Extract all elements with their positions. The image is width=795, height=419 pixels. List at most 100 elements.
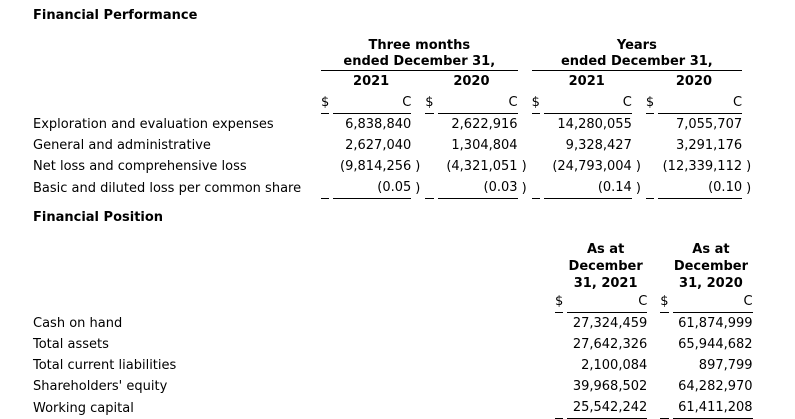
spacer-cell — [757, 397, 762, 419]
paren-cell: ) — [521, 159, 527, 174]
paren-cell: ) — [415, 181, 421, 196]
value-cell: 7,055,707 — [675, 117, 743, 132]
spacer-cell — [651, 397, 656, 419]
spacer-cell — [746, 71, 752, 93]
table-row: Cash on hand 27,324,459 61,874,999 — [33, 313, 762, 334]
spacer-cell — [321, 114, 329, 135]
spacer-cell — [425, 156, 433, 177]
table-row: Total current liabilities 2,100,084 897,… — [33, 355, 762, 376]
paren-cell: ) — [746, 159, 752, 174]
value-cell: 1,304,804 — [451, 138, 518, 153]
spacer-cell — [660, 313, 668, 334]
year-header: 2021 — [353, 74, 390, 89]
paren-cell: ) — [635, 181, 641, 196]
value-cell: (24,793,004 — [552, 159, 632, 174]
column-header-as-at-2021: As at December 31, 2021 — [568, 242, 643, 291]
row-label: Exploration and evaluation expenses — [33, 117, 274, 132]
paren-cell: ) — [415, 159, 421, 174]
spacer-cell — [651, 334, 656, 355]
value-cell: 61,874,999 — [678, 316, 753, 331]
paren-cell — [415, 135, 421, 156]
value-cell: 61,411,208 — [672, 397, 753, 419]
spacer-cell — [746, 38, 752, 71]
row-label: Cash on hand — [33, 316, 123, 331]
paren-cell — [746, 114, 752, 135]
financial-position-title: Financial Position — [33, 210, 164, 225]
year-header-row: 2021 2020 2021 2020 — [33, 71, 752, 93]
dollar-sign: $ — [425, 93, 434, 114]
paren-cell: ) — [521, 181, 527, 196]
spacer-cell — [555, 313, 563, 334]
value-cell: 897,799 — [698, 358, 753, 373]
row-label: Total current liabilities — [33, 358, 177, 373]
paren-cell — [746, 135, 752, 156]
spacer-cell — [33, 241, 551, 292]
spacer-cell — [321, 135, 329, 156]
spacer-cell — [425, 114, 433, 135]
column-header-row: As at December 31, 2021 As at December 3… — [33, 241, 762, 292]
value-cell: (0.10 — [658, 177, 743, 199]
spacer-cell — [757, 334, 762, 355]
spacer-cell — [651, 292, 656, 313]
spacer-cell — [660, 355, 668, 376]
year-header: 2021 — [568, 74, 605, 89]
spacer-cell — [531, 177, 540, 199]
currency-header-row: $ C $ C — [33, 292, 762, 313]
spacer-cell — [757, 292, 762, 313]
table-row-total: Working capital 25,542,242 61,411,208 — [33, 397, 762, 419]
spacer-cell — [555, 376, 563, 397]
spacer-cell — [33, 93, 317, 114]
financial-performance-table: Three months ended December 31, Years en… — [29, 38, 756, 199]
dollar-sign: $ — [555, 292, 564, 313]
value-cell: 3,291,176 — [675, 138, 743, 153]
value-cell: 2,627,040 — [345, 138, 412, 153]
spacer-cell — [532, 114, 540, 135]
spacer-cell — [636, 93, 642, 114]
year-header: 2020 — [675, 74, 713, 89]
table-row: General and administrative 2,627,040 1,3… — [33, 135, 752, 156]
value-cell: 14,280,055 — [557, 117, 632, 132]
spacer-cell — [660, 376, 668, 397]
spacer-cell — [651, 313, 656, 334]
value-cell: 6,838,840 — [345, 117, 412, 132]
value-cell: 64,282,970 — [678, 379, 753, 394]
spacer-cell — [532, 156, 540, 177]
dollar-sign: $ — [321, 93, 330, 114]
value-cell: 9,328,427 — [565, 138, 632, 153]
spacer-cell — [757, 313, 762, 334]
currency-code: C — [543, 93, 632, 114]
row-label: General and administrative — [33, 138, 211, 153]
spacer-cell — [425, 177, 434, 199]
value-cell: (12,339,112 — [662, 159, 743, 174]
currency-code: C — [658, 93, 743, 114]
table-row: Total assets 27,642,326 65,944,682 — [33, 334, 762, 355]
paren-cell: ) — [635, 159, 641, 174]
column-header-as-at-2020: As at December 31, 2020 — [673, 242, 749, 291]
row-label: Net loss and comprehensive loss — [33, 159, 247, 174]
value-cell: (9,814,256 — [340, 159, 412, 174]
value-cell: 27,324,459 — [572, 316, 648, 331]
column-group-header-years: Years ended December 31, — [531, 38, 743, 71]
year-header: 2020 — [453, 74, 490, 89]
dollar-sign: $ — [660, 292, 669, 313]
spacer-cell — [646, 156, 654, 177]
spacer-cell — [660, 397, 669, 419]
currency-code: C — [672, 292, 753, 313]
paren-cell: ) — [746, 181, 752, 196]
currency-code: C — [333, 93, 412, 114]
spacer-cell — [646, 114, 654, 135]
value-cell: (4,321,051 — [446, 159, 518, 174]
table-row: Shareholders' equity 39,968,502 64,282,9… — [33, 376, 762, 397]
value-cell: (0.05 — [333, 177, 412, 199]
dollar-sign: $ — [531, 93, 540, 114]
column-group-header-row: Three months ended December 31, Years en… — [33, 38, 752, 71]
spacer-cell — [555, 397, 564, 419]
table-row-total: Basic and diluted loss per common share … — [33, 177, 752, 199]
spacer-cell — [33, 71, 317, 93]
value-cell: 2,622,916 — [451, 117, 518, 132]
financial-position-table: As at December 31, 2021 As at December 3… — [29, 241, 766, 419]
spacer-cell — [33, 292, 551, 313]
row-label: Shareholders' equity — [33, 379, 168, 394]
spacer-cell — [522, 93, 528, 114]
